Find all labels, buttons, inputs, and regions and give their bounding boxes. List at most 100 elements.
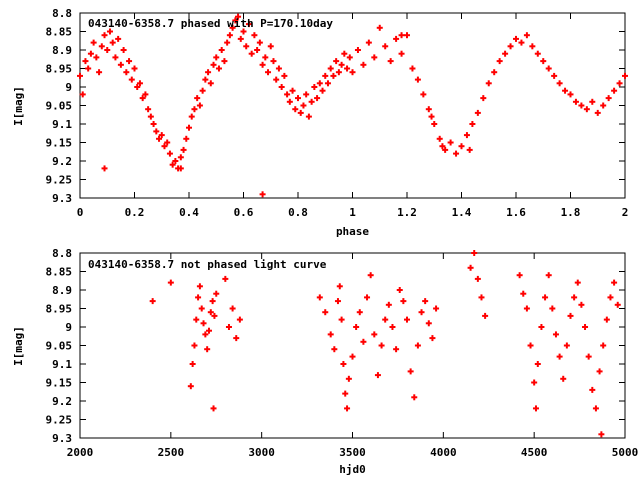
data-point	[213, 54, 220, 61]
chart-title: 043140-6358.7 not phased light curve	[88, 258, 327, 271]
data-point	[353, 324, 360, 330]
data-point	[442, 146, 449, 153]
data-point	[149, 298, 156, 305]
y-tick-label: 9.15	[46, 137, 73, 150]
data-point	[330, 72, 337, 79]
data-point	[518, 39, 525, 46]
x-tick-label: 0.8	[288, 206, 308, 219]
data-point	[585, 353, 592, 360]
data-point	[115, 35, 122, 42]
data-point	[365, 39, 372, 46]
data-point	[387, 58, 394, 65]
data-point	[189, 361, 196, 367]
data-point	[507, 43, 514, 50]
data-point	[210, 405, 217, 412]
data-point	[453, 150, 460, 157]
x-tick-label: 0.4	[179, 206, 199, 219]
y-tick-label: 9	[65, 81, 72, 94]
data-point	[433, 305, 440, 312]
data-point	[614, 301, 621, 308]
data-point	[471, 250, 478, 256]
x-axis-label: hjd0	[339, 463, 366, 476]
data-point	[177, 165, 184, 172]
data-point	[562, 87, 569, 94]
data-point	[502, 50, 509, 57]
data-point	[199, 87, 206, 94]
data-point	[281, 72, 288, 79]
data-point	[542, 294, 549, 301]
chart-title: 043140-6358.7 phased with P=170.10day	[88, 17, 333, 30]
data-point	[101, 165, 108, 172]
data-point	[354, 47, 361, 53]
data-point	[371, 54, 378, 61]
x-tick-label: 5000	[612, 446, 639, 459]
data-point	[485, 80, 492, 87]
data-point	[529, 43, 536, 50]
data-point	[153, 128, 160, 135]
data-point	[513, 35, 519, 42]
data-point	[233, 335, 240, 342]
y-tick-label: 9.1	[52, 358, 72, 371]
data-point	[545, 65, 552, 72]
data-point	[469, 121, 476, 127]
data-point	[316, 80, 323, 87]
data-point	[267, 43, 274, 50]
data-point	[109, 39, 116, 46]
data-point	[607, 294, 614, 301]
y-tick-label: 8.95	[46, 303, 73, 316]
data-point	[523, 305, 530, 312]
data-point	[147, 113, 154, 120]
data-point	[207, 309, 214, 316]
data-point	[551, 72, 558, 79]
y-tick-label: 9.2	[52, 155, 72, 168]
data-point	[338, 61, 345, 68]
data-point	[101, 32, 108, 39]
x-tick-label: 1.4	[452, 206, 472, 219]
data-point	[196, 102, 203, 109]
y-axis-label: I[mag]	[12, 86, 25, 126]
data-point	[414, 342, 421, 349]
data-point	[194, 95, 201, 102]
data-point	[136, 80, 143, 87]
data-point	[226, 32, 233, 39]
y-tick-label: 9.1	[52, 118, 72, 131]
y-axis-label: I[mag]	[12, 326, 25, 366]
data-point	[411, 394, 418, 401]
data-point	[398, 32, 405, 39]
data-point	[429, 335, 436, 342]
data-point	[169, 161, 176, 168]
data-point	[210, 61, 217, 68]
data-point	[191, 106, 198, 113]
y-tick-label: 8.85	[46, 266, 73, 279]
data-point	[77, 72, 83, 79]
data-point	[344, 65, 351, 72]
data-point	[278, 84, 285, 90]
data-point	[96, 69, 103, 76]
data-point	[393, 346, 400, 353]
y-tick-label: 8.9	[52, 284, 72, 297]
data-point	[180, 146, 187, 153]
data-point	[292, 106, 299, 113]
data-point	[248, 50, 255, 57]
data-point	[458, 143, 465, 150]
data-point	[572, 98, 579, 105]
data-point	[545, 272, 552, 279]
data-point	[567, 91, 574, 98]
data-point	[120, 47, 127, 53]
x-tick-label: 4500	[521, 446, 548, 459]
data-point	[463, 132, 470, 139]
data-point	[106, 28, 113, 35]
data-point	[333, 58, 340, 65]
x-tick-label: 3500	[339, 446, 366, 459]
data-point	[195, 294, 202, 301]
data-point	[131, 65, 138, 72]
data-point	[198, 305, 205, 312]
data-point	[311, 84, 318, 90]
data-point	[478, 294, 485, 301]
data-point	[345, 375, 352, 382]
data-point	[126, 58, 133, 65]
data-point	[482, 312, 489, 319]
data-point	[229, 305, 236, 312]
data-point	[336, 283, 343, 290]
